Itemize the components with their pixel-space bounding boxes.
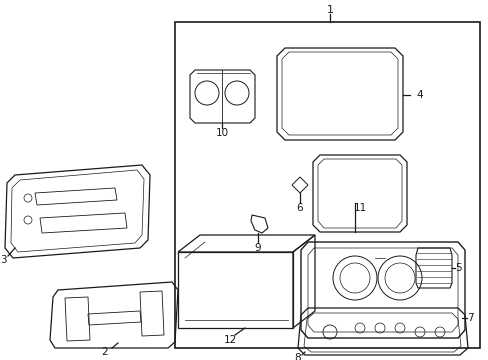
Text: 12: 12 (223, 335, 236, 345)
Text: 11: 11 (353, 203, 366, 213)
Text: 7: 7 (466, 313, 472, 323)
Text: 10: 10 (215, 128, 228, 138)
Text: 9: 9 (254, 243, 261, 253)
Text: 4: 4 (416, 90, 423, 100)
Text: 2: 2 (102, 347, 108, 357)
Text: 5: 5 (454, 263, 460, 273)
Text: 8: 8 (294, 353, 301, 360)
Bar (175, 22, 479, 348)
Text: 6: 6 (296, 203, 303, 213)
Text: 1: 1 (326, 5, 333, 15)
Text: 3: 3 (0, 255, 6, 265)
